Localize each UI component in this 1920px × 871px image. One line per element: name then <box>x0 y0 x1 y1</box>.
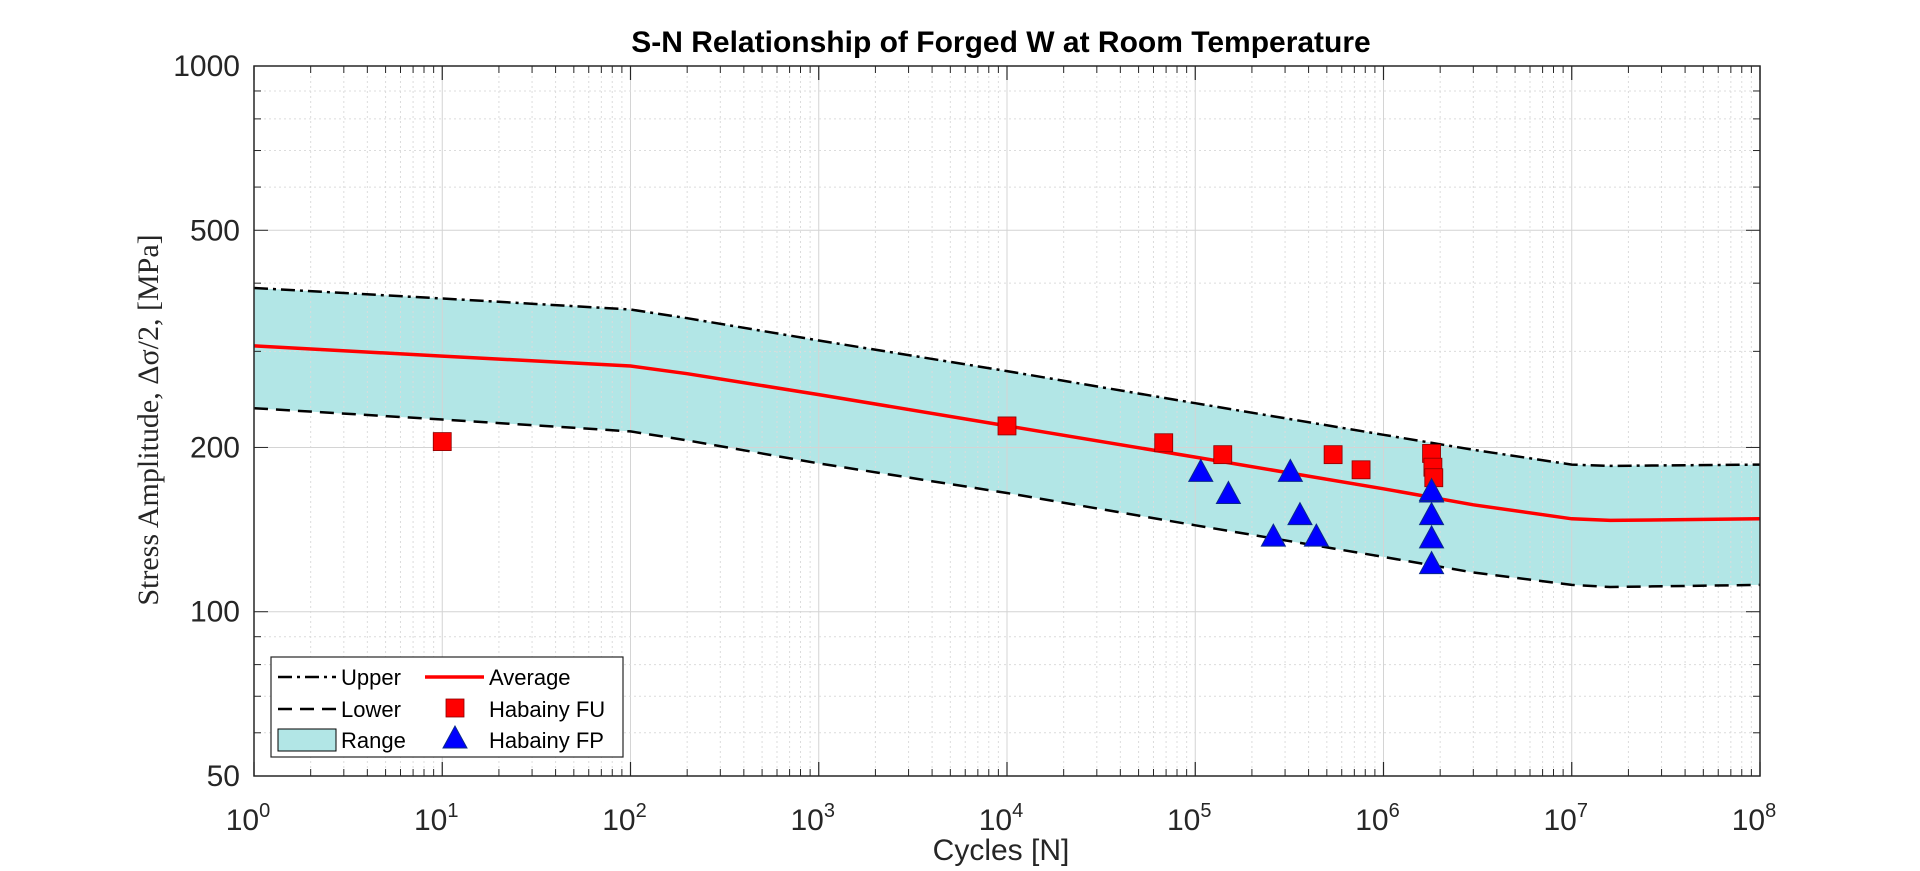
x-axis-label: Cycles [N] <box>933 834 1070 867</box>
x-tick-exponent: 7 <box>1577 800 1588 822</box>
x-tick-exponent: 8 <box>1765 800 1776 822</box>
x-tick-exponent: 0 <box>259 800 270 822</box>
data-point-habainy-fp <box>1187 458 1214 482</box>
x-tick-label: 108 <box>1732 800 1777 837</box>
y-tick-label: 100 <box>190 596 240 629</box>
data-point-habainy-fp <box>1303 523 1330 547</box>
y-tick-label: 50 <box>207 760 240 793</box>
x-tick-label: 101 <box>414 800 459 837</box>
x-tick-label: 102 <box>602 800 647 837</box>
legend-label-habainy-fp: Habainy FP <box>489 728 604 753</box>
y-tick-label: 500 <box>190 214 240 247</box>
legend-swatch-habainy-fu <box>445 698 465 718</box>
x-tick-exponent: 6 <box>1389 800 1400 822</box>
x-tick-exponent: 2 <box>636 800 647 822</box>
x-tick-base: 10 <box>1167 804 1200 837</box>
x-tick-base: 10 <box>1732 804 1765 837</box>
legend-swatch-range <box>277 728 337 752</box>
legend-label-lower: Lower <box>341 697 401 722</box>
data-point-habainy-fp <box>1418 501 1445 526</box>
data-point-habainy-fp <box>1418 477 1445 502</box>
x-tick-label: 107 <box>1544 800 1589 837</box>
series-line-upper <box>253 286 1761 468</box>
data-point-habainy-fp <box>1287 501 1313 526</box>
legend: Upper Lower Range Average Habainy FU Habainy … <box>270 656 624 758</box>
legend-swatch-habainy-fp <box>442 724 468 749</box>
x-tick-exponent: 5 <box>1200 800 1211 822</box>
data-point-habainy-fp <box>1260 523 1287 547</box>
x-tick-exponent: 3 <box>824 800 835 822</box>
data-point-habainy-fp <box>1418 524 1445 549</box>
x-tick-base: 10 <box>1355 804 1388 837</box>
data-point-habainy-fp <box>1277 458 1304 482</box>
y-axis-label: Stress Amplitude, Δσ/2, [MPa] <box>132 234 165 605</box>
x-tick-label: 103 <box>791 800 836 837</box>
chart-title: S-N Relationship of Forged W at Room Tem… <box>631 26 1370 59</box>
legend-label-upper: Upper <box>341 665 401 690</box>
legend-label-habainy-fu: Habainy FU <box>489 697 605 722</box>
data-point-habainy-fp <box>1215 480 1242 504</box>
data-point-habainy-fu <box>1154 433 1174 453</box>
x-tick-label: 100 <box>226 800 271 837</box>
x-tick-base: 10 <box>226 804 259 837</box>
data-point-habainy-fu <box>1213 445 1233 465</box>
series-line-average <box>253 344 1761 523</box>
x-tick-label: 104 <box>979 800 1024 837</box>
x-tick-base: 10 <box>1544 804 1577 837</box>
y-tick-label: 200 <box>190 431 240 464</box>
x-tick-base: 10 <box>979 804 1012 837</box>
x-tick-exponent: 4 <box>1012 800 1023 822</box>
data-point-habainy-fu <box>1323 445 1343 465</box>
x-tick-label: 105 <box>1167 800 1212 837</box>
x-tick-base: 10 <box>414 804 447 837</box>
x-tick-base: 10 <box>602 804 635 837</box>
data-point-habainy-fp <box>1418 550 1445 575</box>
x-tick-exponent: 1 <box>447 800 458 822</box>
data-point-habainy-fu <box>997 416 1017 436</box>
y-tick-label: 1000 <box>173 50 240 83</box>
data-point-habainy-fu <box>432 432 452 451</box>
x-tick-label: 106 <box>1355 800 1400 837</box>
x-tick-base: 10 <box>791 804 824 837</box>
data-point-habainy-fu <box>1351 460 1371 480</box>
ticks <box>253 65 1761 777</box>
legend-label-range: Range <box>341 728 406 753</box>
legend-label-average: Average <box>489 665 571 690</box>
